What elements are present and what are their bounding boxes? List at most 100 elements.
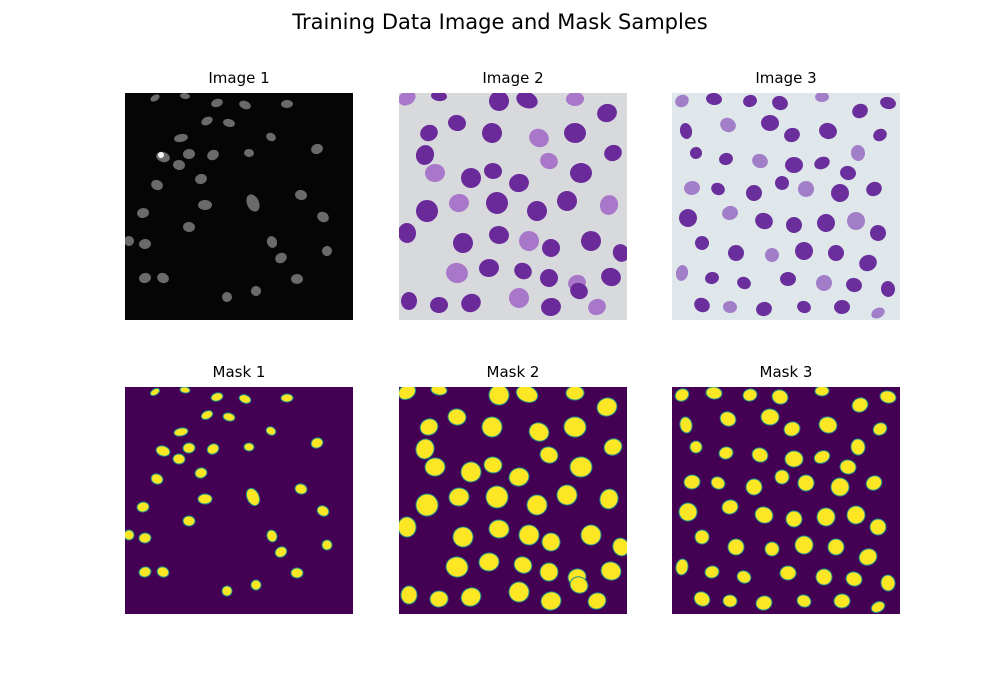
nucleus — [183, 148, 195, 160]
nucleus — [174, 133, 188, 143]
mask-region — [694, 529, 710, 545]
mask-region — [764, 541, 780, 557]
mask-region — [833, 593, 851, 609]
mask-region — [880, 574, 896, 592]
mask-region — [447, 408, 467, 426]
mask-region — [612, 537, 627, 557]
mask-region — [705, 387, 723, 400]
mask-region — [727, 538, 745, 556]
nucleus — [706, 93, 722, 106]
mask-region — [310, 437, 324, 449]
nucleus — [542, 239, 560, 257]
segmentation-mask — [399, 387, 627, 614]
mask-region — [599, 488, 619, 510]
mask-region — [814, 387, 830, 397]
mask-region — [587, 592, 607, 610]
panel-title: Image 1 — [208, 69, 270, 87]
nucleus — [420, 124, 438, 142]
mask-region — [515, 387, 539, 403]
segmentation-mask — [125, 387, 353, 614]
mask-region — [508, 581, 530, 603]
nucleus — [399, 223, 417, 243]
nucleus — [482, 123, 502, 143]
image-panel-1: Image 1 — [125, 69, 353, 320]
nucleus — [222, 292, 232, 302]
nucleus — [527, 201, 547, 221]
mask-region — [452, 526, 474, 548]
nucleus — [311, 143, 323, 155]
nucleus — [479, 258, 499, 278]
nucleus — [275, 252, 287, 264]
nucleus — [540, 269, 558, 287]
nucleus — [723, 300, 737, 314]
nucleus — [859, 254, 877, 272]
nucleus — [604, 144, 622, 162]
mask-region — [678, 502, 698, 522]
mask-region — [596, 397, 618, 417]
mask-region — [683, 474, 701, 490]
panel-title: Mask 1 — [212, 363, 266, 381]
nucleus — [322, 246, 332, 256]
nucleus — [795, 242, 813, 260]
nucleus — [746, 185, 762, 201]
mask-region — [528, 422, 550, 442]
mask-region — [569, 576, 589, 594]
mask-region — [478, 552, 500, 572]
mask-region — [210, 392, 224, 402]
nucleus — [557, 191, 577, 211]
mask-region — [722, 594, 738, 608]
nucleus — [150, 94, 160, 102]
nucleus — [743, 94, 757, 108]
mask-region — [719, 411, 737, 427]
nucleus — [840, 165, 856, 181]
nucleus — [852, 103, 868, 119]
nucleus — [207, 149, 219, 161]
mask-region — [243, 442, 255, 452]
nucleus — [246, 194, 260, 212]
nucleus — [399, 93, 416, 106]
mask-region — [290, 567, 304, 579]
nucleus — [675, 265, 689, 281]
mask-region — [858, 548, 878, 566]
mask-panel-2: Mask 2 — [399, 363, 627, 614]
nucleus — [448, 114, 466, 132]
mask-region — [689, 440, 703, 454]
nucleus — [581, 231, 601, 251]
nucleus — [815, 93, 829, 103]
mask-region — [266, 529, 278, 543]
fluorescence-image — [125, 93, 353, 320]
stained-tissue-image — [399, 93, 627, 320]
panel-background — [125, 387, 353, 614]
mask-region — [603, 438, 623, 456]
mask-region — [194, 467, 208, 479]
nucleus — [612, 244, 627, 262]
nucleus — [139, 272, 151, 284]
nucleus — [679, 209, 697, 227]
mask-region — [565, 387, 585, 401]
mask-region — [485, 485, 509, 509]
mask-region — [316, 505, 330, 517]
mask-region — [445, 556, 469, 578]
mask-region — [541, 532, 561, 552]
nucleus — [871, 307, 885, 319]
mask-region — [200, 410, 214, 420]
nucleus — [139, 238, 151, 250]
mask-region — [424, 457, 446, 477]
nucleus — [137, 207, 149, 219]
mask-region — [779, 565, 797, 581]
mask-region — [745, 478, 763, 496]
mask-region — [179, 387, 191, 394]
nucleus — [566, 93, 584, 107]
mask-region — [751, 447, 769, 463]
mask-region — [150, 473, 164, 485]
mask-region — [172, 453, 186, 465]
nucleus — [819, 122, 837, 140]
nucleus — [529, 128, 549, 148]
mask-region — [796, 594, 812, 608]
mask-panel-3: Mask 3 — [672, 363, 900, 614]
nucleus — [780, 271, 796, 287]
mask-region — [865, 475, 883, 491]
nucleus — [755, 212, 773, 230]
nucleus — [514, 262, 532, 280]
nucleus — [125, 236, 134, 246]
